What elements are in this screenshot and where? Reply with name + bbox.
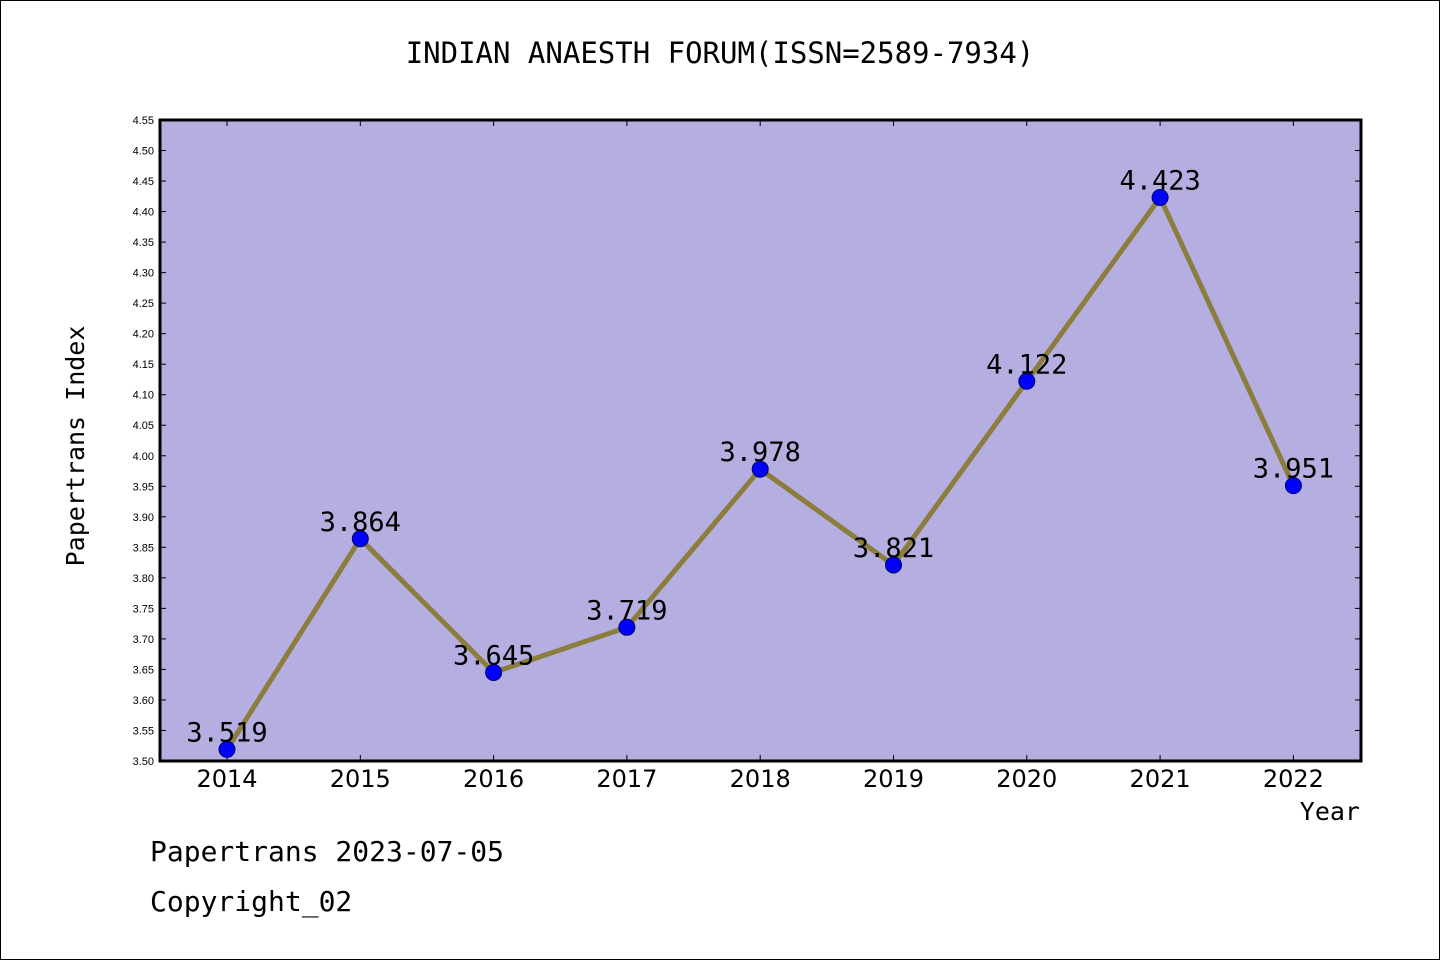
data-point (218, 740, 236, 758)
y-tick-label: 3.60 (133, 695, 154, 707)
data-point (1151, 189, 1169, 207)
y-tick-label: 4.45 (133, 176, 154, 188)
x-axis-title: Year (1300, 797, 1360, 826)
data-point (751, 460, 769, 478)
y-tick-label: 4.05 (133, 420, 154, 432)
y-tick-label: 3.75 (133, 603, 154, 615)
data-point (351, 530, 369, 548)
y-tick-label: 4.40 (133, 207, 154, 219)
y-tick-label: 4.35 (133, 237, 154, 249)
x-tick-label: 2020 (996, 765, 1057, 793)
data-label: 3.864 (320, 507, 401, 538)
y-axis-title: Papertrans Index (61, 326, 90, 567)
data-label: 3.821 (853, 533, 934, 564)
plot-border (158, 118, 1363, 763)
y-tick-label: 3.90 (133, 512, 154, 524)
y-tick-label: 3.55 (133, 725, 154, 737)
data-point (885, 556, 902, 574)
y-tick-label: 4.00 (133, 451, 154, 463)
y-tick-label: 3.50 (133, 756, 154, 768)
y-tick-label: 4.10 (133, 390, 154, 402)
data-label: 3.645 (453, 640, 534, 671)
x-tick-label: 2018 (730, 765, 791, 793)
plot-background (160, 120, 1361, 761)
x-tick-label: 2021 (1130, 765, 1191, 793)
data-label: 3.519 (186, 717, 267, 748)
data-point (485, 663, 503, 681)
footer-source: Papertrans 2023-07-05 (150, 835, 505, 868)
y-tick-label: 3.80 (133, 573, 154, 585)
data-point (1018, 372, 1036, 390)
chart-title: INDIAN ANAESTH FORUM(ISSN=2589-7934) (405, 36, 1035, 70)
y-tick-label: 3.95 (133, 481, 154, 493)
y-tick-label: 4.55 (133, 115, 154, 127)
footer-copyright: Copyright_02 (150, 885, 353, 918)
data-label: 4.423 (1119, 166, 1200, 197)
data-point (1284, 477, 1302, 495)
y-tick-label: 4.20 (133, 329, 154, 341)
y-tick-label: 4.25 (133, 298, 154, 310)
x-tick-label: 2017 (596, 765, 657, 793)
data-label: 3.978 (720, 437, 801, 468)
data-point (618, 618, 636, 636)
data-label: 3.719 (586, 595, 667, 626)
y-tick-label: 3.85 (133, 542, 154, 554)
x-tick-label: 2016 (463, 765, 524, 793)
x-tick-label: 2019 (863, 765, 924, 793)
x-tick-label: 2014 (196, 765, 257, 793)
y-tick-label: 4.50 (133, 146, 154, 158)
x-tick-label: 2022 (1263, 765, 1324, 793)
y-tick-label: 3.70 (133, 634, 154, 646)
y-tick-label: 4.15 (133, 359, 154, 371)
y-tick-label: 3.65 (133, 664, 154, 676)
y-tick-label: 4.30 (133, 268, 154, 280)
data-label: 3.951 (1253, 454, 1334, 485)
data-label: 4.122 (986, 349, 1067, 380)
x-tick-label: 2015 (330, 765, 391, 793)
